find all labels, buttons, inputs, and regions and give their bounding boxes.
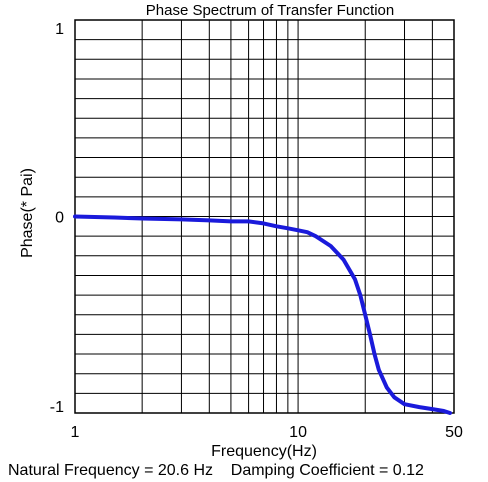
x-tick-label: 10 [289,424,307,441]
series-layer [73,214,452,415]
grid [75,20,454,413]
chart-footer: Natural Frequency = 20.6 Hz Damping Coef… [8,462,424,479]
y-tick-label: 1 [55,21,64,38]
y-tick-label: -1 [50,399,64,416]
x-axis-label: Frequency(Hz) [211,443,317,460]
y-tick-label: 0 [55,210,64,227]
x-tick-label: 1 [71,424,80,441]
phase-series-line [73,214,452,415]
y-axis-label: Phase(* Pai) [19,168,36,258]
x-tick-label: 50 [445,424,463,441]
chart-title: Phase Spectrum of Transfer Function [146,2,394,19]
